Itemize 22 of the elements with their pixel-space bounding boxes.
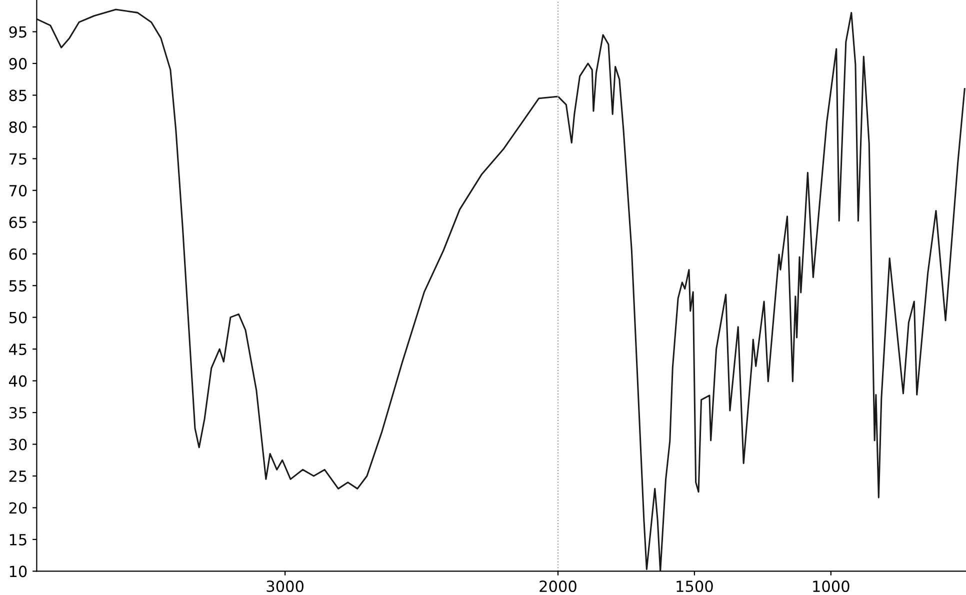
y-tick-label: 75 bbox=[9, 153, 26, 165]
y-tick-label: 35 bbox=[9, 407, 26, 419]
x-tick-label: 3000 bbox=[266, 580, 304, 592]
y-tick-label: 20 bbox=[9, 502, 27, 514]
x-tick-label: 1000 bbox=[813, 580, 850, 592]
x-tick-label: 1500 bbox=[676, 580, 713, 592]
y-tick-label: 10 bbox=[10, 566, 27, 578]
y-tick-label: 55 bbox=[9, 280, 26, 292]
y-tick-label: 80 bbox=[9, 121, 27, 133]
y-tick-label: 30 bbox=[9, 438, 27, 450]
y-tick-label: 90 bbox=[9, 58, 27, 70]
y-tick-label: 15 bbox=[10, 534, 26, 546]
y-tick-label: 65 bbox=[9, 216, 26, 228]
y-tick-label: 95 bbox=[9, 26, 26, 38]
y-tick-label: 60 bbox=[9, 248, 27, 260]
y-tick-label: 85 bbox=[9, 90, 26, 102]
y-tick-label: 50 bbox=[9, 312, 27, 324]
y-tick-label: 40 bbox=[8, 375, 27, 387]
y-tick-label: 70 bbox=[9, 184, 27, 196]
y-tick-label: 25 bbox=[9, 470, 26, 482]
y-tick-label: 45 bbox=[8, 344, 26, 356]
x-tick-label: 2000 bbox=[540, 580, 576, 592]
